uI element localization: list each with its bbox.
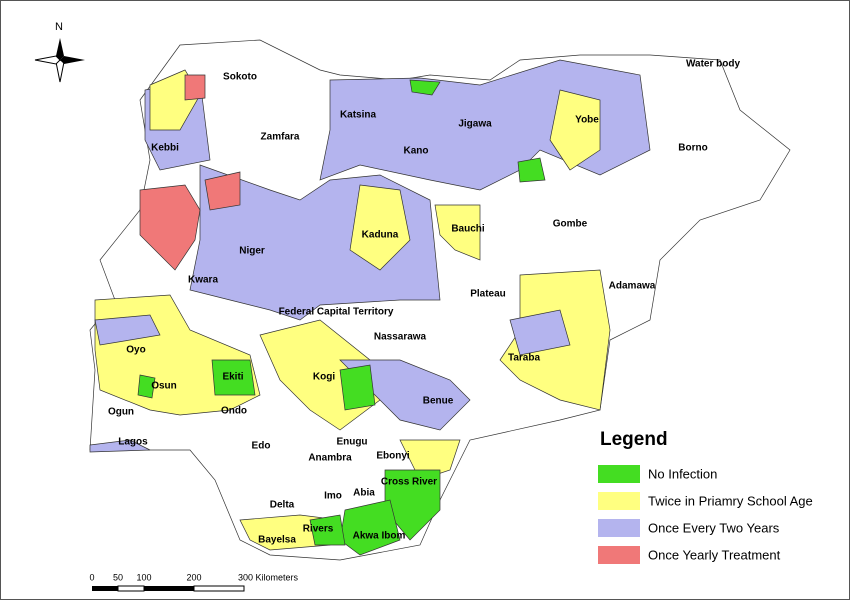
treatment-area bbox=[89, 439, 151, 453]
state-label: Taraba bbox=[508, 353, 540, 364]
state-label: Lagos bbox=[118, 437, 148, 448]
state-label: Ondo bbox=[221, 406, 247, 417]
state-label: Benue bbox=[423, 396, 454, 407]
state-label: Ogun bbox=[108, 407, 134, 418]
state-label: Zamfara bbox=[261, 132, 300, 143]
treatment-area bbox=[339, 359, 471, 431]
scale-bar bbox=[92, 585, 245, 592]
treatment-areas bbox=[89, 59, 651, 556]
legend-label: No Infection bbox=[648, 466, 717, 481]
state-label: Plateau bbox=[470, 289, 506, 300]
treatment-area bbox=[409, 79, 441, 96]
state-label: Jigawa bbox=[458, 119, 492, 130]
legend-label: Once Every Two Years bbox=[648, 520, 780, 535]
state-label: Kano bbox=[404, 146, 429, 157]
state-label: Imo bbox=[324, 491, 342, 502]
treatment-area bbox=[309, 514, 346, 546]
state-label: Osun bbox=[151, 381, 177, 392]
state-label: Oyo bbox=[126, 345, 145, 356]
treatment-area bbox=[549, 89, 601, 171]
state-label: Water body bbox=[686, 59, 741, 70]
state-label: Kebbi bbox=[151, 143, 179, 154]
state-label: Bayelsa bbox=[258, 535, 296, 546]
state-label: Delta bbox=[270, 500, 295, 511]
state-label: Kaduna bbox=[362, 230, 399, 241]
state-label: Borno bbox=[678, 143, 707, 154]
north-label: N bbox=[55, 21, 63, 33]
treatment-area bbox=[509, 309, 571, 356]
treatment-area bbox=[139, 184, 201, 271]
legend-label: Twice in Priamry School Age bbox=[648, 493, 813, 508]
state-label: Kwara bbox=[188, 275, 218, 286]
scale-label: 300 Kilometers bbox=[238, 572, 299, 582]
state-label: Rivers bbox=[303, 524, 334, 535]
state-label: Bauchi bbox=[451, 224, 485, 235]
scale-label: 50 bbox=[113, 572, 123, 582]
state-label: Ekiti bbox=[222, 372, 243, 383]
state-label: Niger bbox=[239, 246, 265, 257]
scale-label: 100 bbox=[136, 572, 151, 582]
treatment-area bbox=[184, 74, 206, 101]
treatment-area bbox=[204, 171, 241, 211]
scale-label: 200 bbox=[186, 572, 201, 582]
state-label: Sokoto bbox=[223, 72, 257, 83]
legend-swatch bbox=[598, 465, 640, 483]
state-label: Kogi bbox=[313, 372, 335, 383]
scale-label: 0 bbox=[89, 572, 94, 582]
legend-swatch bbox=[598, 492, 640, 510]
state-label: Ebonyi bbox=[376, 451, 410, 462]
treatment-area bbox=[349, 184, 411, 271]
state-label: Akwa Ibom bbox=[353, 531, 406, 542]
treatment-area bbox=[434, 204, 481, 261]
treatment-area bbox=[211, 359, 256, 396]
treatment-area bbox=[339, 364, 376, 411]
legend-swatch bbox=[598, 546, 640, 564]
north-arrow: N bbox=[34, 21, 85, 83]
state-label: Enugu bbox=[336, 437, 367, 448]
treatment-area bbox=[94, 314, 161, 346]
state-label: Adamawa bbox=[609, 281, 656, 292]
state-label: Gombe bbox=[553, 219, 588, 230]
treatment-area bbox=[137, 374, 156, 399]
state-label: Nassarawa bbox=[374, 332, 427, 343]
treatment-area bbox=[517, 157, 546, 183]
state-label: Katsina bbox=[340, 110, 377, 121]
legend-swatch bbox=[598, 519, 640, 537]
state-label: Federal Capital Territory bbox=[279, 307, 394, 318]
state-label: Anambra bbox=[308, 453, 352, 464]
state-label: Edo bbox=[252, 441, 271, 452]
state-label: Abia bbox=[353, 488, 375, 499]
state-label: Cross River bbox=[381, 477, 437, 488]
legend-title: Legend bbox=[600, 429, 668, 450]
state-label: Yobe bbox=[575, 115, 599, 126]
legend-label: Once Yearly Treatment bbox=[648, 547, 781, 562]
